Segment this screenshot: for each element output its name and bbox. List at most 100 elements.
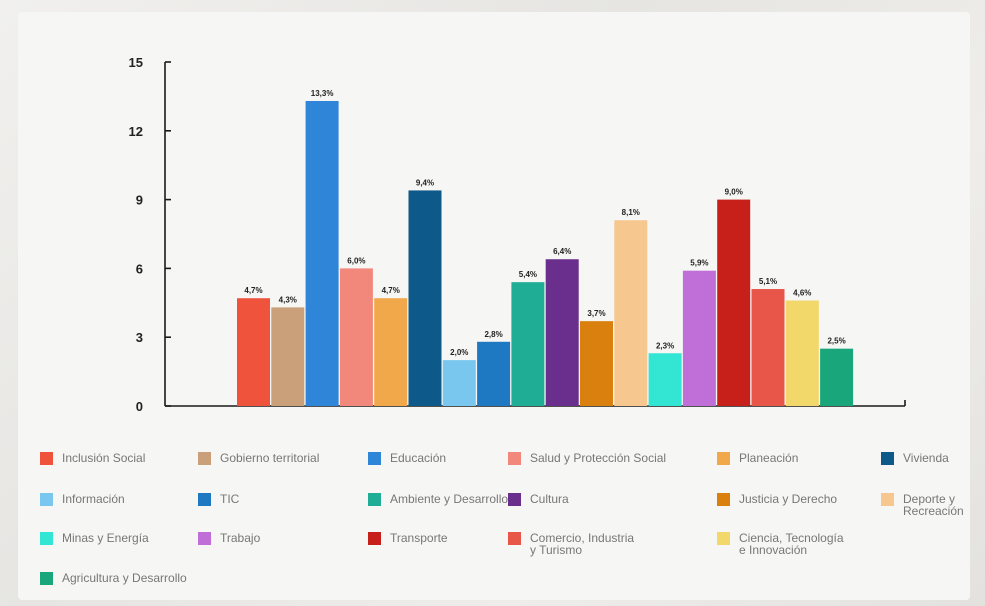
bar [682,270,716,406]
bar-data-label: 5,9% [690,259,708,268]
bar-data-label: 13,3% [311,89,334,98]
bar [305,100,339,406]
bar [717,199,751,406]
legend-item: Gobierno territorial [198,452,319,465]
bar-data-label: 4,7% [244,286,262,295]
legend-swatch [40,493,53,506]
bar-data-label: 2,0% [450,348,468,357]
legend-label: Agricultura y Desarrollo [62,571,187,585]
chart-bars [237,100,854,406]
legend-swatch [368,493,381,506]
y-tick-label: 9 [136,193,143,208]
y-tick-label: 12 [129,124,143,139]
legend-swatch [881,493,894,506]
legend-item: Educación [368,452,446,465]
legend-label: Salud y Protección Social [530,451,667,465]
legend-swatch [40,452,53,465]
legend-item: Ambiente y Desarrollo [368,493,508,506]
bar-data-label: 4,3% [279,295,297,304]
legend-item: Minas y Energía [40,532,149,545]
legend-swatch [508,532,521,545]
bar [237,298,270,406]
chart-data-labels: 4,7% 4,3% 13,3% 6,0% 4,7% 9,4% 2,0% 2,8% 5,4% 6,4… [244,89,845,357]
legend-swatch [881,452,894,465]
legend-item: Planeación [717,452,798,465]
bar-data-label: 2,3% [656,341,674,350]
bar [614,220,648,406]
legend-item: Cultura [508,493,569,506]
legend-item: Deporte y Recreación [881,493,970,517]
bar-data-label: 6,0% [347,256,365,265]
legend-item: Ciencia, Tecnología e Innovación [717,532,844,556]
bar-data-label: 8,1% [622,208,640,217]
legend-item: Información [40,493,125,506]
legend-item: Agricultura y Desarrollo [40,572,187,585]
legend-label: Planeación [739,451,799,465]
bar-data-label: 5,4% [519,270,537,279]
bar [820,348,854,406]
legend-label: Trabajo [220,531,261,545]
bar [271,307,305,406]
bar-data-label: 3,7% [587,309,605,318]
legend-swatch [198,493,211,506]
bar [580,321,613,406]
legend-swatch [508,493,521,506]
legend-item: Trabajo [198,532,260,545]
bar [408,190,442,406]
legend-label: Cultura [530,492,569,506]
bar [477,341,511,406]
bar-data-label: 5,1% [759,277,777,286]
legend-item: Justicia y Derecho [717,493,837,506]
legend-swatch [717,493,730,506]
bar-data-label: 4,7% [382,286,400,295]
legend-label: Deporte y Recreación [903,492,964,518]
legend-swatch [717,452,730,465]
bar-data-label: 9,4% [416,178,434,187]
legend-label: Minas y Energía [62,531,149,545]
bar [374,298,408,406]
legend-swatch [40,532,53,545]
bar [442,360,476,406]
bar [545,259,579,406]
legend-item: Vivienda [881,452,949,465]
legend-label: TIC [220,492,240,506]
y-tick-label: 3 [136,330,143,345]
legend-swatch [508,452,521,465]
legend-label: Justicia y Derecho [739,492,838,506]
legend-swatch [717,532,730,545]
legend-label: Información [62,492,125,506]
bar-data-label: 6,4% [553,247,571,256]
legend-label: Comercio, Industria y Turismo [530,531,635,557]
y-tick-label: 6 [136,261,143,276]
bar-data-label: 4,6% [793,289,811,298]
legend-label: Vivienda [903,451,949,465]
legend-item: Transporte [368,532,448,545]
y-tick-label: 15 [129,55,143,70]
bar [339,268,373,406]
bar-data-label: 9,0% [725,188,743,197]
bar-data-label: 2,5% [827,337,845,346]
legend-swatch [368,532,381,545]
legend-swatch [198,452,211,465]
legend-item: Comercio, Industria y Turismo [508,532,634,556]
bar [648,353,682,406]
legend-label: Ciencia, Tecnología e Innovación [739,531,844,557]
bar [511,282,545,406]
legend-item: TIC [198,493,239,506]
legend-label: Transporte [390,531,448,545]
y-tick-label: 0 [136,399,143,414]
legend-label: Gobierno territorial [220,451,320,465]
legend-swatch [198,532,211,545]
legend-swatch [368,452,381,465]
legend-item: Salud y Protección Social [508,452,666,465]
legend-label: Ambiente y Desarrollo [390,492,509,506]
legend-label: Educación [390,451,447,465]
bar [751,289,785,406]
legend-item: Inclusión Social [40,452,145,465]
chart-legend: Inclusión Social Gobierno territorial Educ… [40,452,970,592]
legend-label: Inclusión Social [62,451,146,465]
legend-swatch [40,572,53,585]
bar-data-label: 2,8% [484,330,502,339]
